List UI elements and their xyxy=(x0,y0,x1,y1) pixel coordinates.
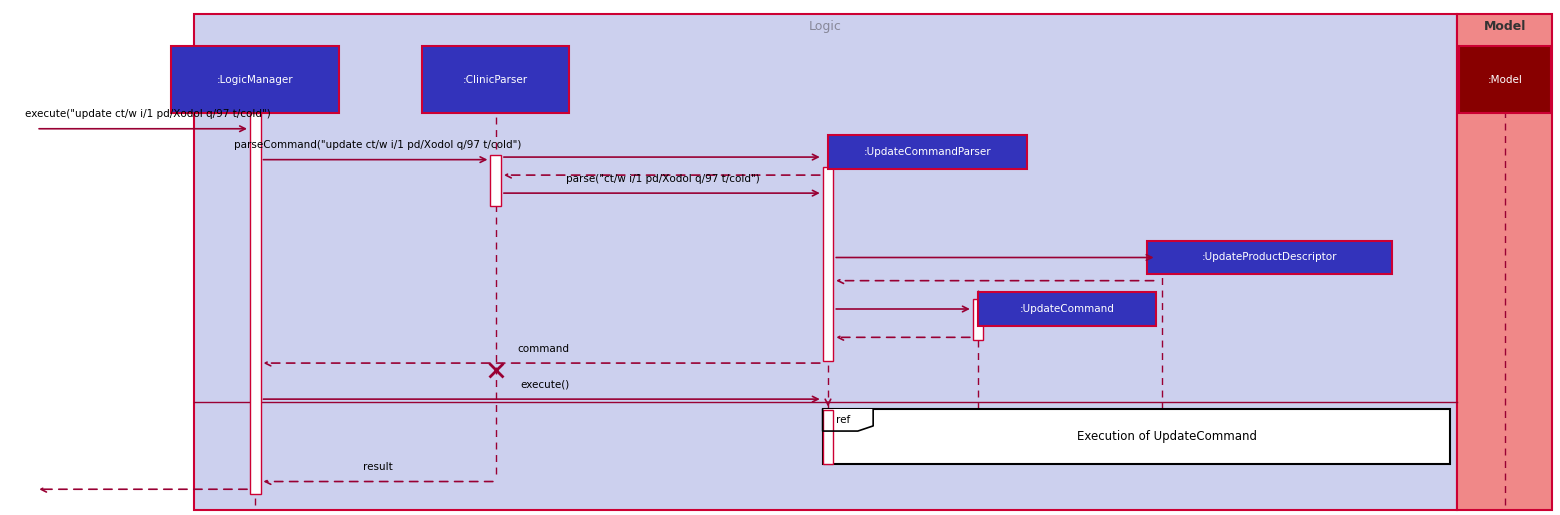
Text: :UpdateProductDescriptor: :UpdateProductDescriptor xyxy=(1201,252,1337,263)
Bar xyxy=(822,409,1449,464)
FancyBboxPatch shape xyxy=(822,409,874,431)
Bar xyxy=(978,293,1156,326)
Text: :ClinicParser: :ClinicParser xyxy=(463,75,529,85)
Text: Execution of UpdateCommand: Execution of UpdateCommand xyxy=(1076,430,1257,443)
Bar xyxy=(250,113,261,494)
Bar xyxy=(828,135,1026,169)
Bar xyxy=(822,167,833,360)
Text: Model: Model xyxy=(1484,20,1526,32)
Text: :LogicManager: :LogicManager xyxy=(217,75,293,85)
Text: command: command xyxy=(516,344,569,354)
Text: result: result xyxy=(363,462,393,472)
Bar xyxy=(1457,14,1552,510)
Text: Logic: Logic xyxy=(808,20,841,32)
Text: parse("ct/w i/1 pd/Xodol q/97 t/cold"): parse("ct/w i/1 pd/Xodol q/97 t/cold") xyxy=(566,174,760,184)
Bar xyxy=(973,299,983,340)
Text: :UpdateCommandParser: :UpdateCommandParser xyxy=(864,147,991,157)
Bar xyxy=(423,46,569,113)
Text: execute(): execute() xyxy=(519,380,569,390)
Bar xyxy=(1459,46,1551,113)
Bar xyxy=(822,410,833,464)
Bar xyxy=(1156,255,1167,273)
Text: ref: ref xyxy=(836,415,850,425)
Bar xyxy=(1147,241,1392,274)
Bar xyxy=(172,46,340,113)
Text: parseCommand("update ct/w i/1 pd/Xodol q/97 t/cold"): parseCommand("update ct/w i/1 pd/Xodol q… xyxy=(234,141,521,150)
Bar xyxy=(490,154,501,206)
Text: :Model: :Model xyxy=(1487,75,1523,85)
Text: execute("update ct/w i/1 pd/Xodol q/97 t/cold"): execute("update ct/w i/1 pd/Xodol q/97 t… xyxy=(25,110,271,119)
Bar xyxy=(822,412,833,438)
Text: :UpdateCommand: :UpdateCommand xyxy=(1019,304,1114,314)
Bar xyxy=(193,14,1457,510)
